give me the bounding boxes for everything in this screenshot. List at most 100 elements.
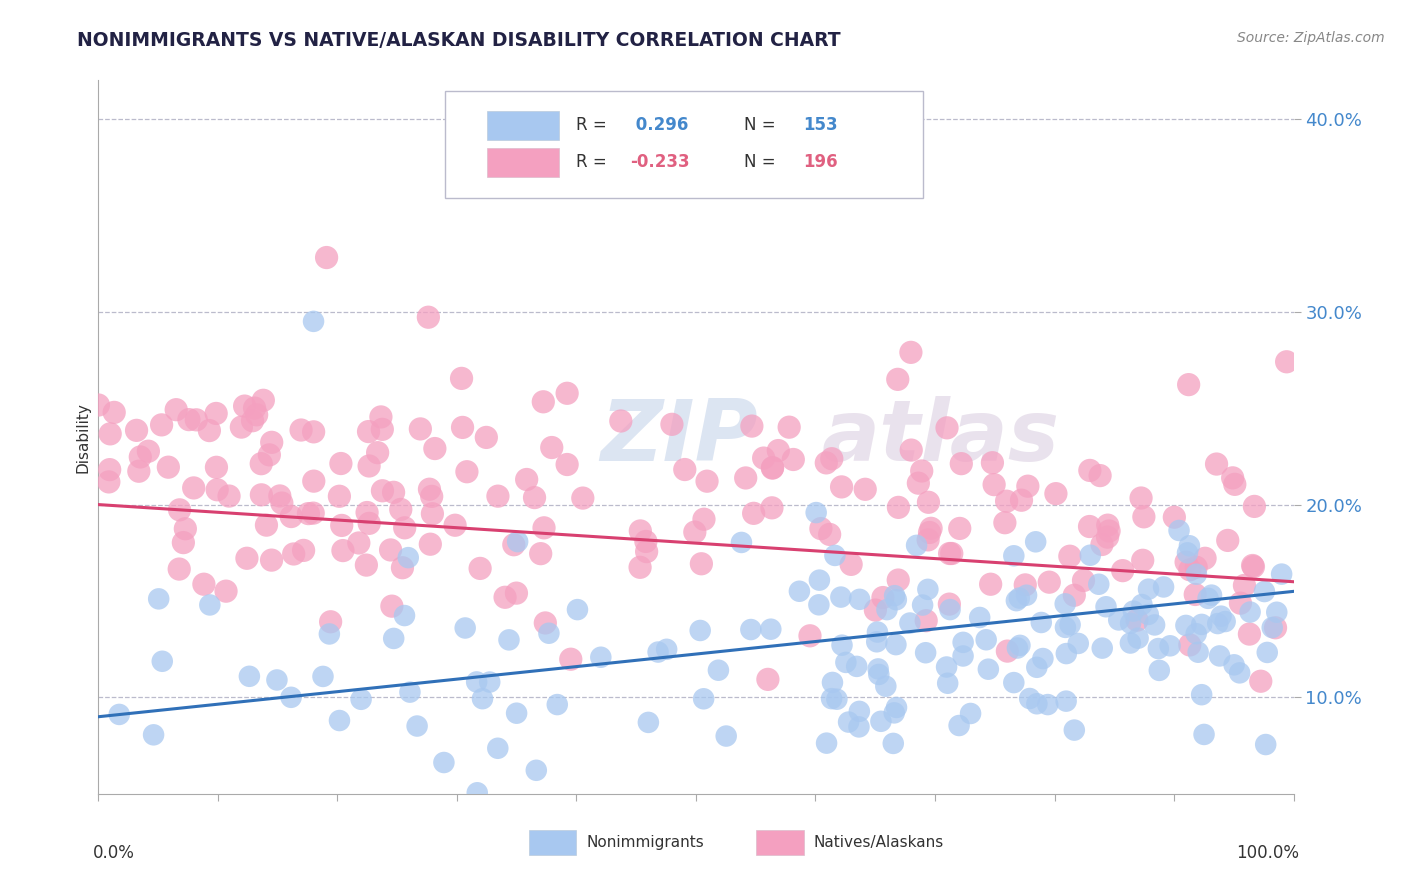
- Point: [1078, 463, 1101, 477]
- Point: [821, 675, 844, 690]
- Point: [959, 706, 981, 721]
- Point: [1008, 638, 1031, 652]
- Point: [673, 462, 696, 476]
- Text: atlas: atlas: [821, 395, 1060, 479]
- Point: [1091, 641, 1114, 656]
- Point: [250, 488, 273, 502]
- Point: [995, 644, 1018, 658]
- Point: [983, 477, 1005, 491]
- Point: [260, 553, 283, 567]
- Point: [280, 509, 302, 524]
- Point: [302, 425, 325, 439]
- Point: [1095, 599, 1118, 614]
- Point: [555, 386, 578, 401]
- Point: [359, 458, 381, 473]
- Bar: [486, 111, 558, 139]
- Text: N =: N =: [744, 153, 780, 171]
- Point: [1132, 553, 1154, 567]
- Point: [866, 634, 889, 648]
- Point: [328, 714, 350, 728]
- Point: [283, 547, 305, 561]
- Point: [887, 372, 910, 386]
- Point: [259, 799, 281, 814]
- Point: [1168, 524, 1191, 538]
- Point: [761, 500, 783, 515]
- Text: 0.0%: 0.0%: [93, 844, 135, 862]
- Point: [938, 547, 960, 561]
- Point: [845, 659, 868, 673]
- Point: [742, 506, 765, 520]
- Point: [935, 660, 957, 674]
- Point: [1133, 509, 1156, 524]
- Point: [820, 691, 842, 706]
- Point: [1119, 636, 1142, 650]
- Point: [848, 592, 870, 607]
- Point: [1239, 605, 1261, 619]
- Point: [830, 590, 852, 604]
- Point: [312, 669, 335, 683]
- Point: [824, 549, 846, 563]
- Point: [198, 424, 221, 438]
- Point: [980, 577, 1002, 591]
- Point: [1015, 588, 1038, 602]
- Point: [1178, 638, 1201, 652]
- Point: [302, 314, 325, 328]
- Point: [1032, 651, 1054, 665]
- Point: [1243, 500, 1265, 514]
- Point: [887, 500, 910, 515]
- Point: [231, 420, 253, 434]
- Point: [138, 444, 160, 458]
- Point: [252, 393, 274, 408]
- Point: [238, 669, 260, 683]
- Point: [1130, 598, 1153, 612]
- Point: [1241, 558, 1264, 573]
- Point: [250, 457, 273, 471]
- Point: [977, 662, 1000, 676]
- Point: [807, 598, 830, 612]
- Point: [1192, 727, 1215, 741]
- Point: [752, 451, 775, 466]
- Text: 196: 196: [804, 153, 838, 171]
- Point: [868, 667, 890, 681]
- Point: [1143, 618, 1166, 632]
- Point: [328, 489, 350, 503]
- Point: [883, 589, 905, 603]
- Point: [465, 786, 488, 800]
- Point: [505, 586, 527, 600]
- Point: [1261, 621, 1284, 635]
- Point: [1149, 664, 1171, 678]
- Text: 100.0%: 100.0%: [1236, 844, 1299, 862]
- Point: [471, 691, 494, 706]
- Point: [1201, 588, 1223, 602]
- Point: [1017, 479, 1039, 493]
- Point: [1191, 617, 1213, 632]
- FancyBboxPatch shape: [446, 91, 922, 198]
- Point: [169, 503, 191, 517]
- Point: [1011, 493, 1033, 508]
- Point: [380, 543, 402, 558]
- Point: [1018, 691, 1040, 706]
- Y-axis label: Disability: Disability: [75, 401, 90, 473]
- Point: [546, 698, 568, 712]
- Point: [839, 558, 862, 572]
- Point: [1078, 519, 1101, 533]
- Point: [259, 448, 281, 462]
- Point: [531, 394, 554, 409]
- Point: [534, 615, 557, 630]
- Point: [1250, 674, 1272, 689]
- Point: [318, 627, 340, 641]
- Point: [1265, 605, 1288, 619]
- Point: [330, 518, 353, 533]
- Bar: [756, 830, 804, 855]
- Point: [332, 543, 354, 558]
- Point: [243, 401, 266, 416]
- Point: [329, 457, 352, 471]
- Point: [406, 719, 429, 733]
- Point: [936, 421, 959, 435]
- Point: [236, 551, 259, 566]
- Point: [1275, 355, 1298, 369]
- Point: [129, 855, 152, 869]
- Point: [952, 648, 974, 663]
- Point: [1054, 597, 1077, 611]
- Point: [297, 507, 319, 521]
